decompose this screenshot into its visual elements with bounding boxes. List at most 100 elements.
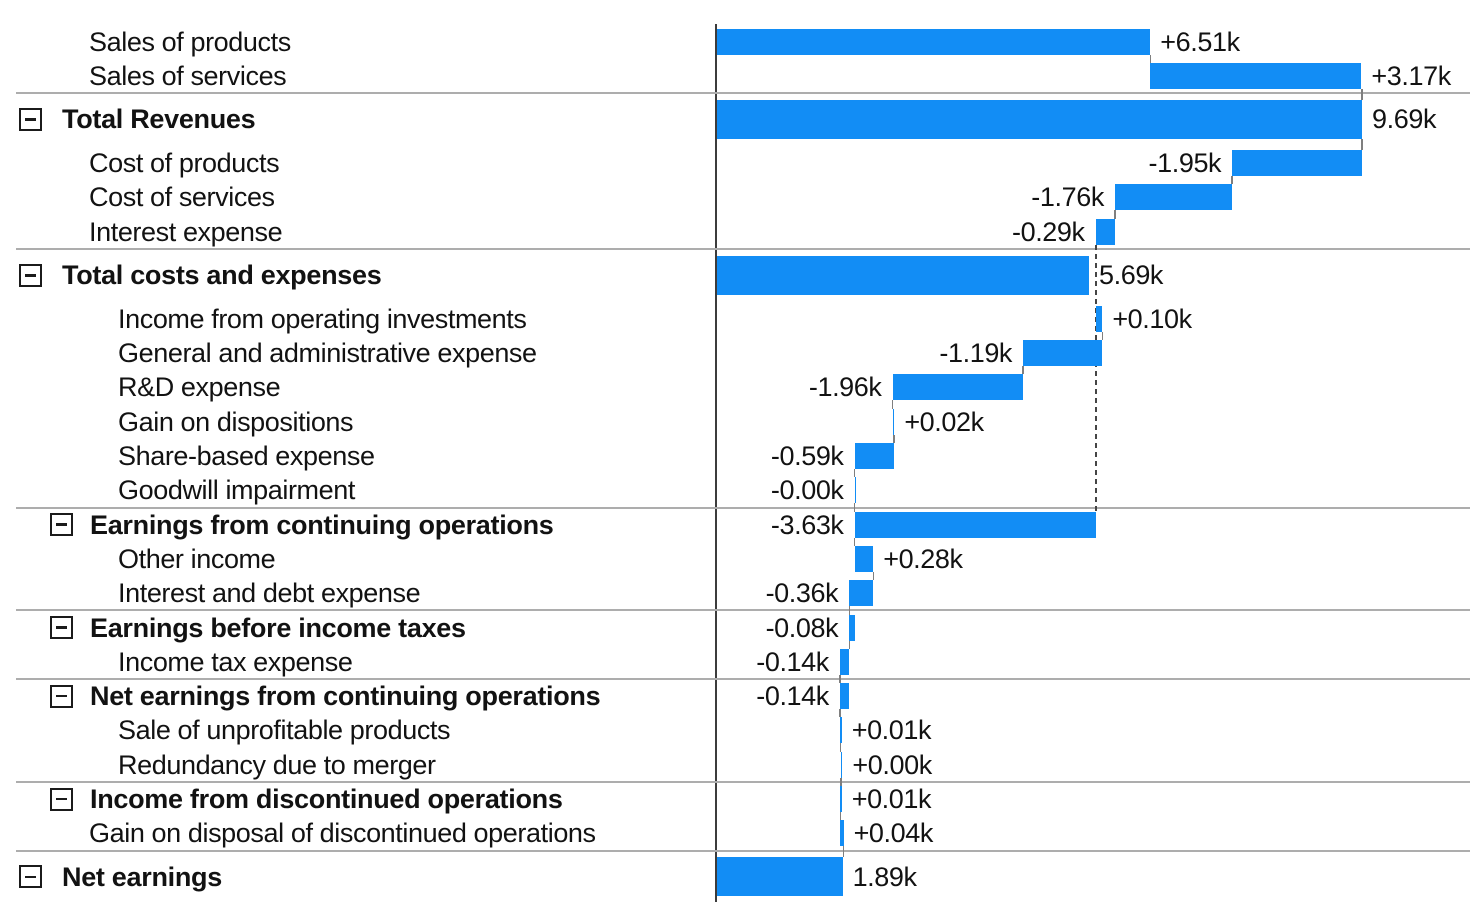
category-separator-line	[16, 92, 1470, 94]
category-label: Redundancy due to merger	[118, 749, 436, 780]
collapse-minus-box-icon[interactable]	[19, 107, 42, 131]
value-label: +0.10k	[1112, 303, 1192, 334]
minus-icon	[56, 797, 67, 801]
category-label: Interest expense	[89, 216, 283, 247]
waterfall-bar[interactable]	[716, 99, 1363, 139]
category-label: Interest and debt expense	[118, 578, 421, 609]
value-label: -0.14k	[756, 681, 829, 712]
value-label: 1.89k	[852, 861, 917, 892]
waterfall-bar[interactable]	[892, 408, 895, 435]
waterfall-connector	[848, 640, 850, 649]
waterfall-connector	[891, 400, 894, 409]
value-label: +0.04k	[853, 818, 934, 849]
waterfall-connector	[1149, 54, 1151, 63]
waterfall-bar[interactable]	[839, 786, 842, 813]
waterfall-bar[interactable]	[1095, 305, 1103, 332]
value-label: -1.19k	[939, 338, 1013, 369]
waterfall-connector	[839, 709, 841, 718]
waterfall-connector	[839, 812, 842, 821]
minus-icon	[56, 626, 67, 629]
waterfall-bar[interactable]	[716, 255, 1089, 295]
waterfall-connector	[840, 777, 842, 787]
category-label: Net earnings	[62, 861, 222, 892]
waterfall-bar[interactable]	[849, 614, 855, 641]
category-label: Gain on dispositions	[118, 406, 354, 437]
value-label: -0.08k	[765, 612, 839, 643]
value-label: +0.01k	[851, 784, 932, 815]
waterfall-bar[interactable]	[854, 477, 857, 504]
category-label: Total Revenues	[62, 104, 256, 135]
category-label: Goodwill impairment	[118, 475, 355, 506]
waterfall-bar[interactable]	[892, 374, 1024, 401]
waterfall-bar[interactable]	[854, 511, 1096, 538]
waterfall-bar[interactable]	[1232, 150, 1363, 177]
waterfall-connector	[1101, 331, 1103, 341]
value-axis-zero-line	[715, 24, 717, 902]
waterfall-connector	[842, 846, 844, 858]
waterfall-connector	[1114, 210, 1116, 219]
category-separator-line	[16, 247, 1470, 250]
waterfall-bar[interactable]	[839, 683, 850, 710]
value-label: +0.00k	[852, 749, 932, 780]
waterfall-connector	[1361, 88, 1363, 100]
waterfall-dashed-connector	[1094, 244, 1097, 512]
category-label: Other income	[118, 543, 276, 574]
collapse-minus-box-icon[interactable]	[50, 787, 73, 811]
value-label: 9.69k	[1372, 104, 1437, 135]
minus-icon	[25, 118, 36, 121]
waterfall-bar[interactable]	[716, 28, 1151, 55]
category-label: Net earnings from continuing operations	[90, 681, 601, 712]
waterfall-bar[interactable]	[854, 545, 874, 572]
collapse-minus-box-icon[interactable]	[50, 616, 73, 640]
value-label: +0.01k	[851, 715, 932, 746]
waterfall-connector	[853, 469, 856, 478]
collapse-minus-box-icon[interactable]	[19, 263, 42, 287]
waterfall-bar[interactable]	[840, 751, 843, 778]
category-separator-line	[16, 780, 1470, 783]
category-label: Income tax expense	[118, 646, 353, 677]
value-label: -0.36k	[765, 578, 839, 609]
waterfall-connector	[1361, 138, 1363, 151]
category-label: Total costs and expenses	[62, 260, 382, 291]
category-label: Income from discontinued operations	[90, 784, 563, 815]
category-separator-line	[16, 609, 1470, 612]
collapse-minus-box-icon[interactable]	[19, 865, 42, 889]
category-label: Gain on disposal of discontinued operati…	[89, 818, 596, 849]
waterfall-bar[interactable]	[839, 717, 842, 744]
value-label: 5.69k	[1098, 260, 1164, 291]
value-label: +3.17k	[1371, 60, 1451, 91]
category-label: Share-based expense	[118, 441, 375, 472]
value-label: -1.95k	[1148, 148, 1222, 179]
minus-icon	[25, 274, 36, 277]
category-label: Sale of unprofitable products	[118, 715, 451, 746]
value-label: -1.96k	[808, 372, 882, 403]
collapse-minus-box-icon[interactable]	[50, 684, 73, 708]
category-label: Earnings from continuing operations	[90, 509, 554, 540]
waterfall-connector	[853, 503, 856, 512]
category-label: General and administrative expense	[118, 338, 537, 369]
category-separator-line	[16, 506, 1470, 509]
waterfall-connector	[1231, 176, 1233, 185]
value-label: +0.02k	[904, 406, 984, 437]
waterfall-bar[interactable]	[1114, 184, 1233, 211]
collapse-minus-box-icon[interactable]	[50, 513, 73, 537]
waterfall-bar[interactable]	[1095, 218, 1115, 245]
value-label: -0.59k	[770, 441, 844, 472]
waterfall-bar[interactable]	[854, 443, 894, 470]
waterfall-connector	[1022, 366, 1024, 375]
value-label: +0.28k	[883, 543, 963, 574]
waterfall-bar[interactable]	[840, 820, 844, 847]
value-label: -0.00k	[770, 475, 844, 506]
value-label: -0.29k	[1011, 216, 1085, 247]
waterfall-bar[interactable]	[839, 648, 850, 675]
waterfall-bar[interactable]	[1150, 62, 1362, 89]
value-label: -1.76k	[1031, 182, 1104, 213]
waterfall-bar[interactable]	[716, 857, 843, 897]
minus-icon	[56, 694, 67, 698]
waterfall-bar[interactable]	[1023, 340, 1103, 367]
category-label: Cost of services	[89, 182, 275, 213]
waterfall-bar[interactable]	[849, 580, 874, 607]
minus-icon	[56, 523, 67, 526]
category-separator-line	[16, 849, 1470, 852]
